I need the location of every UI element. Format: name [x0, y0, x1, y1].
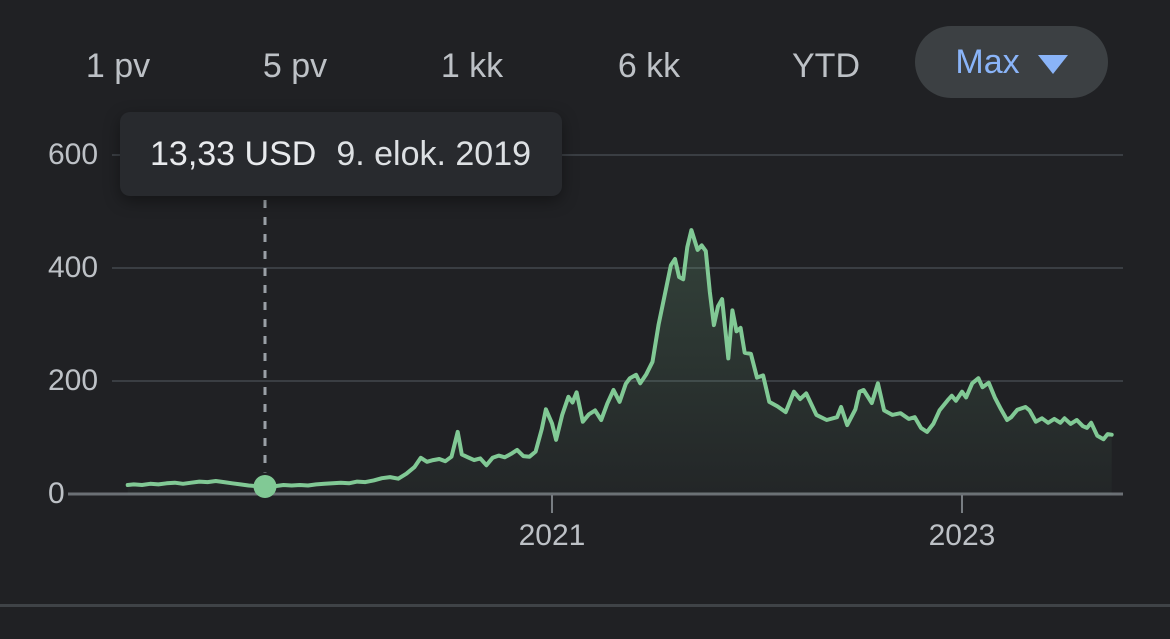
- range-button-6kk[interactable]: 6 kk: [579, 46, 719, 86]
- price-area-fill: [127, 230, 1112, 494]
- range-button-1kk[interactable]: 1 kk: [402, 46, 542, 86]
- dropdown-arrow-icon: [1037, 55, 1068, 74]
- range-button-1pv[interactable]: 1 pv: [48, 46, 188, 86]
- y-axis-label: 600: [48, 138, 99, 171]
- chart-tooltip: 13,33 USD 9. elok. 2019: [120, 112, 562, 196]
- range-button-max[interactable]: Max: [915, 26, 1108, 98]
- tooltip-date: 9. elok. 2019: [336, 134, 532, 173]
- price-line: [125, 228, 1114, 489]
- y-axis-label: 0: [48, 477, 65, 510]
- selected-range-label: Max: [955, 42, 1020, 81]
- bottom-divider: [0, 604, 1170, 607]
- x-axis-label: 2021: [518, 519, 586, 552]
- tooltip-price: 13,33 USD: [150, 134, 317, 173]
- hover-point-dot: [253, 474, 277, 498]
- y-axis-label: 200: [48, 364, 99, 397]
- x-axis-label: 2023: [928, 519, 996, 552]
- range-button-5pv[interactable]: 5 pv: [225, 46, 365, 86]
- y-axis-label: 400: [48, 251, 99, 284]
- range-button-ytd[interactable]: YTD: [756, 46, 896, 86]
